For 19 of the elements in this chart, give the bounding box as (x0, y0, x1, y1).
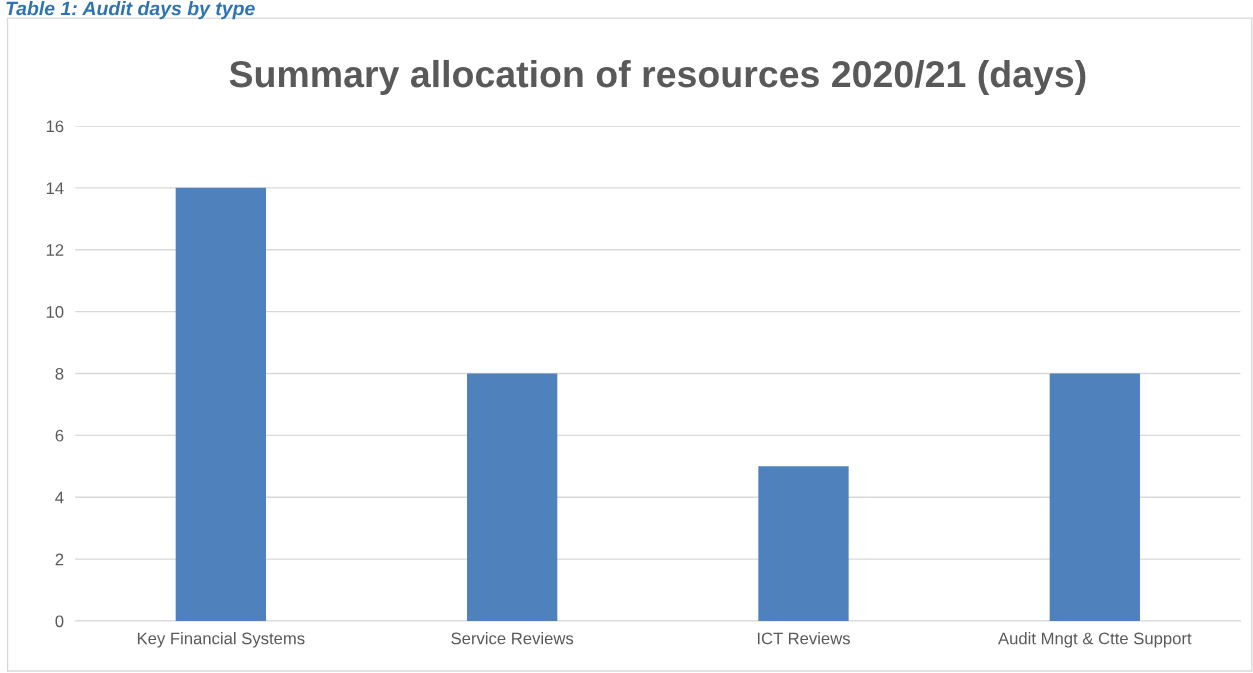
y-tick-label: 6 (55, 429, 64, 442)
x-tick-label: Audit Mngt & Ctte Support (998, 632, 1192, 648)
y-tick-label: 10 (46, 306, 64, 318)
y-tick-label: 4 (55, 491, 64, 504)
y-tick-label: 14 (46, 182, 64, 194)
y-tick-label: 8 (55, 367, 64, 380)
y-tick-label: 16 (46, 120, 64, 133)
x-tick-label: Key Financial Systems (137, 632, 305, 648)
bar (467, 373, 558, 621)
bar (758, 466, 849, 621)
bar (1049, 373, 1140, 621)
y-tick-label: 2 (55, 553, 64, 566)
y-tick-label: 0 (55, 615, 64, 628)
y-tick-label: 12 (46, 244, 64, 256)
x-tick-label: Service Reviews (451, 632, 574, 645)
caption: Table 1: Audit days by type (6, 1, 255, 20)
bar (175, 187, 266, 621)
x-tick-label: ICT Reviews (757, 632, 850, 645)
chart-title: Summary allocation of resources 2020/21 (days) (229, 59, 1086, 95)
